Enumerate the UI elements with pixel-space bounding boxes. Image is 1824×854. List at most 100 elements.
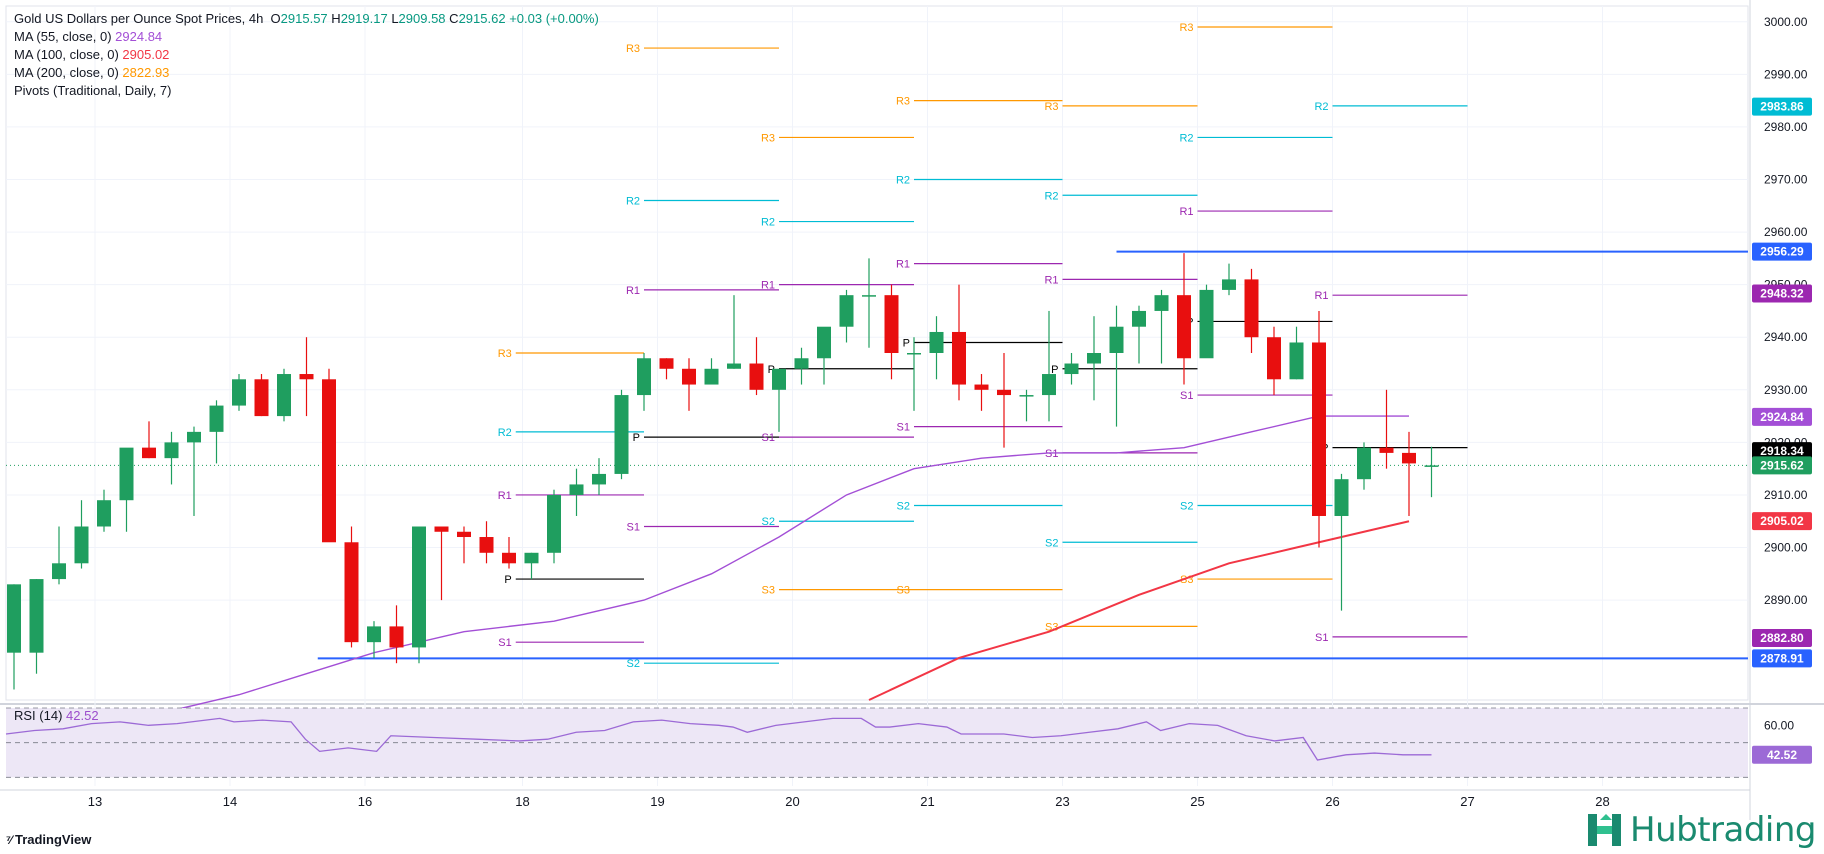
candle-body xyxy=(659,358,674,369)
candle-body xyxy=(997,389,1011,396)
candle-body xyxy=(974,384,989,390)
rsi-tick-label: 60.00 xyxy=(1764,718,1794,732)
pivot-label-r1: R1 xyxy=(896,259,910,271)
pivot-label-p: P xyxy=(768,364,775,376)
y-tick-label: 3000.00 xyxy=(1764,15,1808,29)
price-tag-box xyxy=(1752,442,1812,461)
price-pane xyxy=(5,5,1749,701)
price-tag-label: 2905.02 xyxy=(1760,514,1804,528)
price-tag-label: 2878.91 xyxy=(1760,651,1804,665)
pivot-label-r3: R3 xyxy=(1179,22,1193,34)
candle-body xyxy=(74,526,89,564)
ma55-line xyxy=(14,415,1409,727)
pivot-label-r1: R1 xyxy=(1314,290,1328,302)
pivot-label-s2: S2 xyxy=(762,516,775,528)
legend-pivots-label: Pivots (Traditional, Daily, 7) xyxy=(14,83,172,98)
y-tick-label: 2990.00 xyxy=(1764,67,1808,81)
x-tick-label: 26 xyxy=(1325,794,1339,809)
candle-body xyxy=(614,395,629,474)
legend-title-row: Gold US Dollars per Ounce Spot Prices, 4… xyxy=(14,11,599,26)
y-tick-label: 2910.00 xyxy=(1764,488,1808,502)
pivot-label-r1: R1 xyxy=(626,285,640,297)
legend-ma55-row: MA (55, close, 0) 2924.84 xyxy=(14,28,599,46)
x-tick-label: 28 xyxy=(1595,794,1609,809)
candle-body xyxy=(929,331,944,353)
legend-symbol: Gold US Dollars per Ounce Spot Prices xyxy=(14,11,242,26)
candle-body xyxy=(1109,326,1124,353)
pivot-label-r1: R1 xyxy=(761,280,775,292)
candle-body xyxy=(1177,295,1191,359)
pivot-label-s2: S2 xyxy=(897,500,910,512)
candle-body xyxy=(299,374,314,380)
candle-body xyxy=(1424,465,1439,467)
candle-body xyxy=(1199,289,1214,359)
legend-pivots-row: Pivots (Traditional, Daily, 7) xyxy=(14,82,599,100)
candle-body xyxy=(344,542,359,643)
tradingview-mark-icon: ⁷⁄ xyxy=(6,832,12,847)
x-tick-label: 19 xyxy=(650,794,664,809)
candle-body xyxy=(1312,342,1326,516)
pivot-label-r2: R2 xyxy=(896,175,910,187)
pivot-label-r3: R3 xyxy=(761,132,775,144)
price-tag-box xyxy=(1752,628,1812,647)
rsi-label: RSI (14) xyxy=(14,708,63,723)
pivot-label-s2: S2 xyxy=(1180,500,1193,512)
legend-ma100-label: MA (100, close, 0) xyxy=(14,47,119,62)
pivot-label-r1: R1 xyxy=(1044,274,1058,286)
pivot-label-s3: S3 xyxy=(897,585,910,597)
candle-body xyxy=(367,626,381,643)
pivot-label-r3: R3 xyxy=(896,96,910,108)
price-tag-box xyxy=(1752,284,1812,303)
candle-body xyxy=(1289,342,1304,380)
candle-body xyxy=(322,379,336,543)
y-tick-label: 2890.00 xyxy=(1764,593,1808,607)
chart-legend: Gold US Dollars per Ounce Spot Prices, 4… xyxy=(14,10,599,100)
candle-body xyxy=(862,295,876,297)
pivot-label-p: P xyxy=(504,574,511,586)
candle-body xyxy=(1379,447,1394,453)
legend-ma55-label: MA (55, close, 0) xyxy=(14,29,112,44)
pivot-label-s1: S1 xyxy=(897,422,910,434)
candle-body xyxy=(164,442,179,459)
y-tick-label: 2940.00 xyxy=(1764,330,1808,344)
legend-change: +0.03 (+0.00%) xyxy=(509,11,599,26)
price-tag-label: 2956.29 xyxy=(1760,245,1804,259)
ma100-line xyxy=(868,520,1410,701)
legend-low: 2909.58 xyxy=(398,11,446,26)
candle-body xyxy=(1357,447,1371,480)
x-tick-label: 21 xyxy=(920,794,934,809)
hubtrading-name: Hubtrading xyxy=(1630,810,1817,850)
legend-ma55-value: 2924.84 xyxy=(115,29,163,44)
candle-body xyxy=(209,405,224,432)
legend-high-label: H xyxy=(331,11,341,26)
candle-body xyxy=(1402,452,1416,464)
candle-body xyxy=(1244,279,1259,338)
legend-open: 2915.57 xyxy=(280,11,328,26)
candle-body xyxy=(907,353,921,355)
candle-body xyxy=(952,331,966,385)
legend-close: 2915.62 xyxy=(458,11,506,26)
x-tick-label: 27 xyxy=(1460,794,1474,809)
candle-body xyxy=(637,358,651,396)
price-tag-box xyxy=(1752,512,1812,531)
rsi-line xyxy=(5,717,1432,761)
candle-body xyxy=(1087,353,1101,364)
legend-ma200-label: MA (200, close, 0) xyxy=(14,65,119,80)
hubtrading-logo: Hubtrading xyxy=(1586,810,1817,850)
price-tag-box xyxy=(1752,649,1812,668)
pivot-label-p: P xyxy=(903,337,910,349)
candle-body xyxy=(97,500,111,527)
pivot-label-r2: R2 xyxy=(1044,190,1058,202)
tradingview-logo[interactable]: ⁷⁄ TradingView xyxy=(6,832,91,847)
candle-body xyxy=(817,326,831,359)
rsi-value-tag-label: 42.52 xyxy=(1767,748,1797,762)
x-tick-label: 20 xyxy=(785,794,799,809)
candle-body xyxy=(794,358,809,369)
pivot-label-r2: R2 xyxy=(1314,101,1328,113)
y-tick-label: 2900.00 xyxy=(1764,541,1808,555)
candle-body xyxy=(412,526,426,648)
candle-body xyxy=(277,374,291,417)
candle-body xyxy=(1019,395,1034,397)
legend-high: 2919.17 xyxy=(340,11,388,26)
